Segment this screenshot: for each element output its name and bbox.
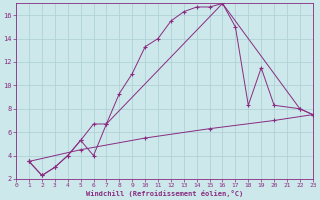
X-axis label: Windchill (Refroidissement éolien,°C): Windchill (Refroidissement éolien,°C) — [86, 190, 243, 197]
